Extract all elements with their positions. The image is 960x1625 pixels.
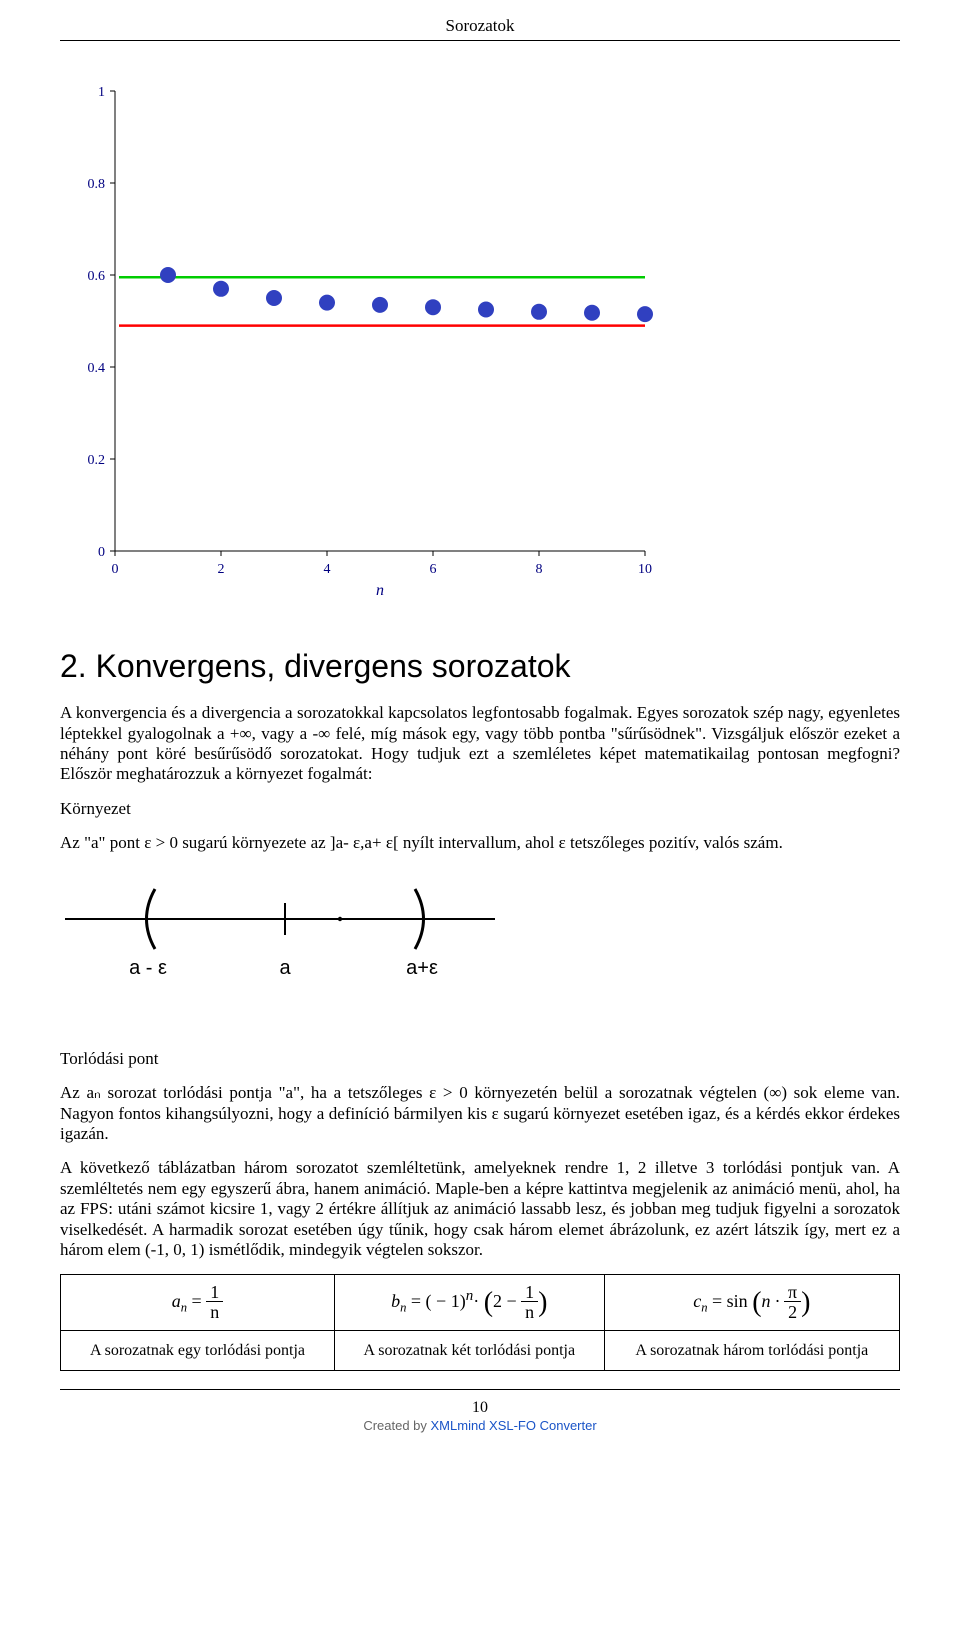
svg-text:4: 4 (324, 562, 331, 577)
paragraph-intro: A konvergencia és a divergencia a soroza… (60, 703, 900, 785)
caption-cell-a: A sorozatnak egy torlódási pontja (61, 1331, 335, 1371)
formula-cell-b: bn = ( − 1)n· (2 − 1n) (334, 1275, 604, 1331)
sequences-table: an = 1n bn = ( − 1)n· (2 − 1n) cn = sin … (60, 1274, 900, 1371)
caption-cell-c: A sorozatnak három torlódási pontja (604, 1331, 899, 1371)
page-header-title: Sorozatok (60, 16, 900, 36)
svg-text:2: 2 (218, 562, 225, 577)
svg-text:6: 6 (430, 562, 437, 577)
formula-cell-c: cn = sin (n · π2) (604, 1275, 899, 1331)
svg-text:0.4: 0.4 (88, 361, 106, 376)
paragraph-torlodasi-def: Az aₙ sorozat torlódási pontja "a", ha a… (60, 1083, 900, 1144)
page-number: 10 (60, 1398, 900, 1417)
footer-credit-prefix: Created by (363, 1418, 430, 1433)
svg-text:0: 0 (112, 562, 119, 577)
caption-cell-b: A sorozatnak két torlódási pontja (334, 1331, 604, 1371)
footer-credit-link: XMLmind XSL-FO Converter (431, 1418, 597, 1433)
paragraph-kornyezet-def: Az "a" pont ε > 0 sugarú környezete az ]… (60, 833, 900, 853)
svg-text:8: 8 (536, 562, 543, 577)
svg-text:1: 1 (98, 85, 105, 100)
heading-kornyezet: Környezet (60, 799, 900, 819)
svg-text:a: a (279, 957, 291, 979)
paragraph-table-intro: A következő táblázatban három sorozatot … (60, 1158, 900, 1260)
svg-text:0: 0 (98, 545, 105, 560)
table-row: A sorozatnak egy torlódási pontja A soro… (61, 1331, 900, 1371)
svg-text:a+ε: a+ε (406, 957, 438, 979)
svg-text:10: 10 (638, 562, 652, 577)
heading-torlodasi: Torlódási pont (60, 1049, 900, 1069)
sequence-chart: 00.20.40.60.810246810n (60, 81, 660, 606)
page-footer: 10 Created by XMLmind XSL-FO Converter (60, 1398, 900, 1435)
footer-rule (60, 1389, 900, 1390)
formula-cell-a: an = 1n (61, 1275, 335, 1331)
svg-text:0.8: 0.8 (88, 177, 106, 192)
header-rule (60, 40, 900, 41)
section-heading: 2. Konvergens, divergens sorozatok (60, 647, 900, 685)
svg-text:a - ε: a - ε (129, 957, 167, 979)
svg-text:0.2: 0.2 (88, 453, 106, 468)
svg-text:0.6: 0.6 (88, 269, 106, 284)
table-row: an = 1n bn = ( − 1)n· (2 − 1n) cn = sin … (61, 1275, 900, 1331)
svg-text:n: n (376, 582, 384, 599)
interval-diagram: a - ε a a+ε (60, 874, 900, 989)
